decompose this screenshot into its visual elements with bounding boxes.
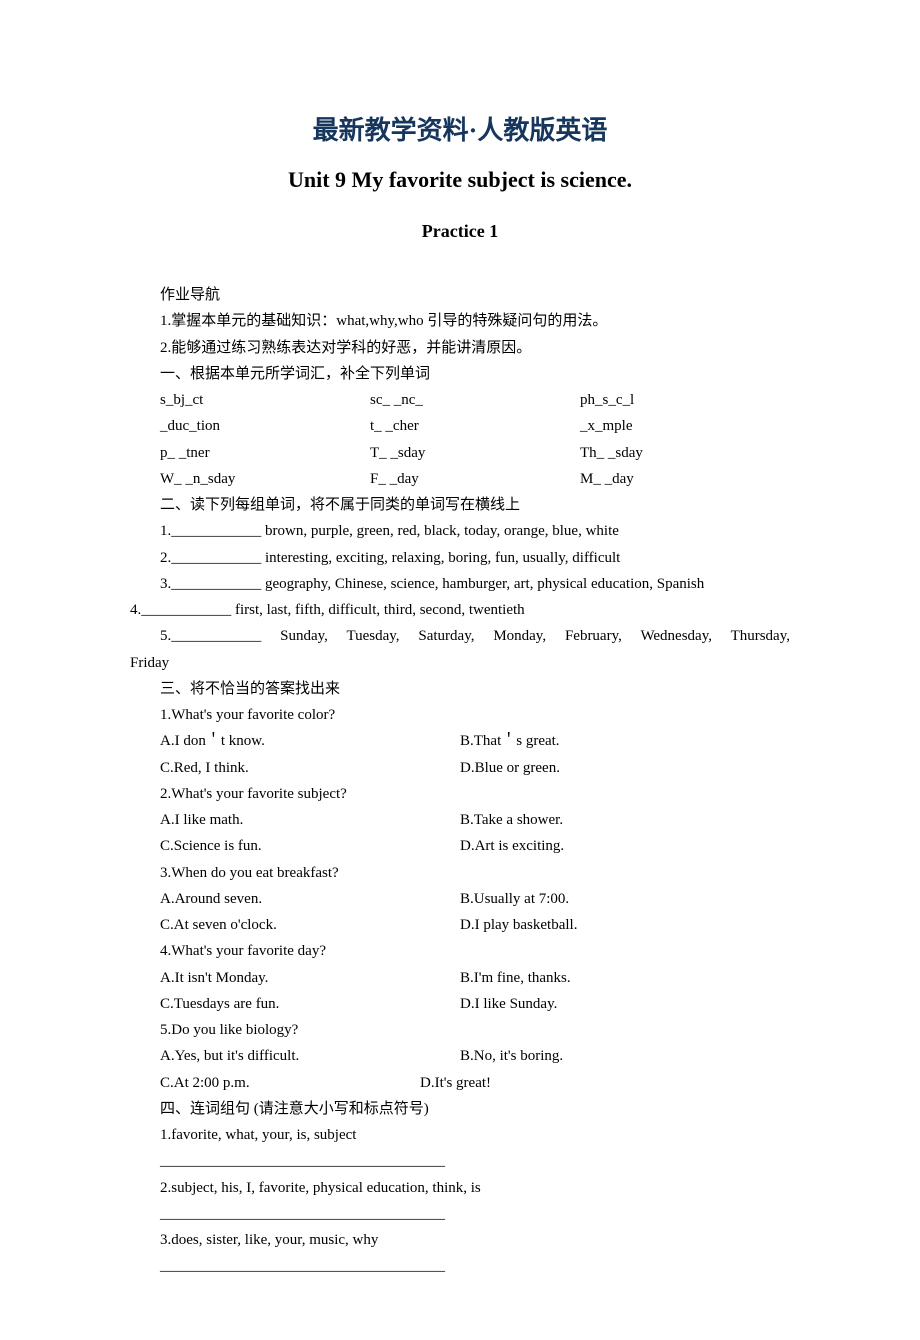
s3-q5b: B.No, it's boring. <box>460 1043 563 1069</box>
s3-q3-cd: C.At seven o'clock. D.I play basketball. <box>130 912 790 938</box>
s3-q3: 3.When do you eat breakfast? <box>130 860 790 886</box>
s3-q4c: C.Tuesdays are fun. <box>160 991 460 1017</box>
s1-r1c2: sc_ _nc_ <box>370 387 580 413</box>
s3-q1c: C.Red, I think. <box>160 755 460 781</box>
body-content: 作业导航 1.掌握本单元的基础知识：what,why,who 引导的特殊疑问句的… <box>130 282 790 1280</box>
s3-q3b: B.Usually at 7:00. <box>460 886 569 912</box>
practice-title: Practice 1 <box>130 221 790 242</box>
s2-q2: 2.____________ interesting, exciting, re… <box>130 545 790 571</box>
s2-q5a: 5.____________ Sunday, Tuesday, Saturday… <box>130 623 790 649</box>
s1-r2c3: _x_mple <box>580 413 790 439</box>
s3-q5d: D.It's great! <box>420 1070 491 1096</box>
s4-q1: 1.favorite, what, your, is, subject <box>130 1122 790 1148</box>
s1-r1c3: ph_s_c_l <box>580 387 790 413</box>
s3-q2-cd: C.Science is fun. D.Art is exciting. <box>130 833 790 859</box>
intro-line-2: 2.能够通过练习熟练表达对学科的好恶，并能讲清原因。 <box>130 335 790 361</box>
s4-q1-line: ______________________________________ <box>130 1148 790 1174</box>
intro-line-1: 1.掌握本单元的基础知识：what,why,who 引导的特殊疑问句的用法。 <box>130 308 790 334</box>
section-3-title: 三、将不恰当的答案找出来 <box>130 676 790 702</box>
s2-q4: 4.____________ first, last, fifth, diffi… <box>130 597 790 623</box>
s1-r4c3: M_ _day <box>580 466 790 492</box>
s1-r4c2: F_ _day <box>370 466 580 492</box>
s3-q4d: D.I like Sunday. <box>460 991 557 1017</box>
s1-r2c1: _duc_tion <box>160 413 370 439</box>
nav-heading: 作业导航 <box>130 282 790 308</box>
s3-q2d: D.Art is exciting. <box>460 833 564 859</box>
s3-q4-cd: C.Tuesdays are fun. D.I like Sunday. <box>130 991 790 1017</box>
s1-r3c2: T_ _sday <box>370 440 580 466</box>
s3-q4: 4.What's your favorite day? <box>130 938 790 964</box>
s3-q4-ab: A.It isn't Monday. B.I'm fine, thanks. <box>130 965 790 991</box>
worksheet-page: 最新教学资料·人教版英语 Unit 9 My favorite subject … <box>0 0 920 1340</box>
s3-q5-ab: A.Yes, but it's difficult. B.No, it's bo… <box>130 1043 790 1069</box>
s3-q5c: C.At 2:00 p.m. <box>160 1070 420 1096</box>
s3-q1: 1.What's your favorite color? <box>130 702 790 728</box>
s3-q1-ab: A.I don＇t know. B.That＇s great. <box>130 728 790 754</box>
s3-q5a: A.Yes, but it's difficult. <box>160 1043 460 1069</box>
s1-r2c2: t_ _cher <box>370 413 580 439</box>
s1-r4c1: W_ _n_sday <box>160 466 370 492</box>
s3-q2c: C.Science is fun. <box>160 833 460 859</box>
s1-row2: _duc_tion t_ _cher _x_mple <box>130 413 790 439</box>
s3-q5-cd: C.At 2:00 p.m. D.It's great! <box>130 1070 790 1096</box>
s1-row4: W_ _n_sday F_ _day M_ _day <box>130 466 790 492</box>
s1-r3c3: Th_ _sday <box>580 440 790 466</box>
s3-q3c: C.At seven o'clock. <box>160 912 460 938</box>
s3-q3a: A.Around seven. <box>160 886 460 912</box>
s2-q1: 1.____________ brown, purple, green, red… <box>130 518 790 544</box>
section-2-title: 二、读下列每组单词，将不属于同类的单词写在横线上 <box>130 492 790 518</box>
s1-row1: s_bj_ct sc_ _nc_ ph_s_c_l <box>130 387 790 413</box>
s2-q3: 3.____________ geography, Chinese, scien… <box>130 571 790 597</box>
s3-q2b: B.Take a shower. <box>460 807 563 833</box>
s3-q2: 2.What's your favorite subject? <box>130 781 790 807</box>
s4-q2-line: ______________________________________ <box>130 1201 790 1227</box>
s3-q1-cd: C.Red, I think. D.Blue or green. <box>130 755 790 781</box>
s4-q3: 3.does, sister, like, your, music, why <box>130 1227 790 1253</box>
s3-q2-ab: A.I like math. B.Take a shower. <box>130 807 790 833</box>
s4-q3-line: ______________________________________ <box>130 1253 790 1279</box>
s1-r1c1: s_bj_ct <box>160 387 370 413</box>
s3-q3d: D.I play basketball. <box>460 912 577 938</box>
s3-q1d: D.Blue or green. <box>460 755 560 781</box>
s3-q2a: A.I like math. <box>160 807 460 833</box>
s3-q3-ab: A.Around seven. B.Usually at 7:00. <box>130 886 790 912</box>
s2-q5b: Friday <box>130 650 790 676</box>
s1-row3: p_ _tner T_ _sday Th_ _sday <box>130 440 790 466</box>
section-4-title: 四、连词组句 (请注意大小写和标点符号) <box>130 1096 790 1122</box>
s1-r3c1: p_ _tner <box>160 440 370 466</box>
s3-q5: 5.Do you like biology? <box>130 1017 790 1043</box>
s3-q1b: B.That＇s great. <box>460 728 560 754</box>
header-title: 最新教学资料·人教版英语 <box>130 110 790 147</box>
s3-q1a: A.I don＇t know. <box>160 728 460 754</box>
section-1-title: 一、根据本单元所学词汇，补全下列单词 <box>130 361 790 387</box>
s3-q4a: A.It isn't Monday. <box>160 965 460 991</box>
s3-q4b: B.I'm fine, thanks. <box>460 965 571 991</box>
s4-q2: 2.subject, his, I, favorite, physical ed… <box>130 1175 790 1201</box>
unit-title: Unit 9 My favorite subject is science. <box>130 167 790 193</box>
